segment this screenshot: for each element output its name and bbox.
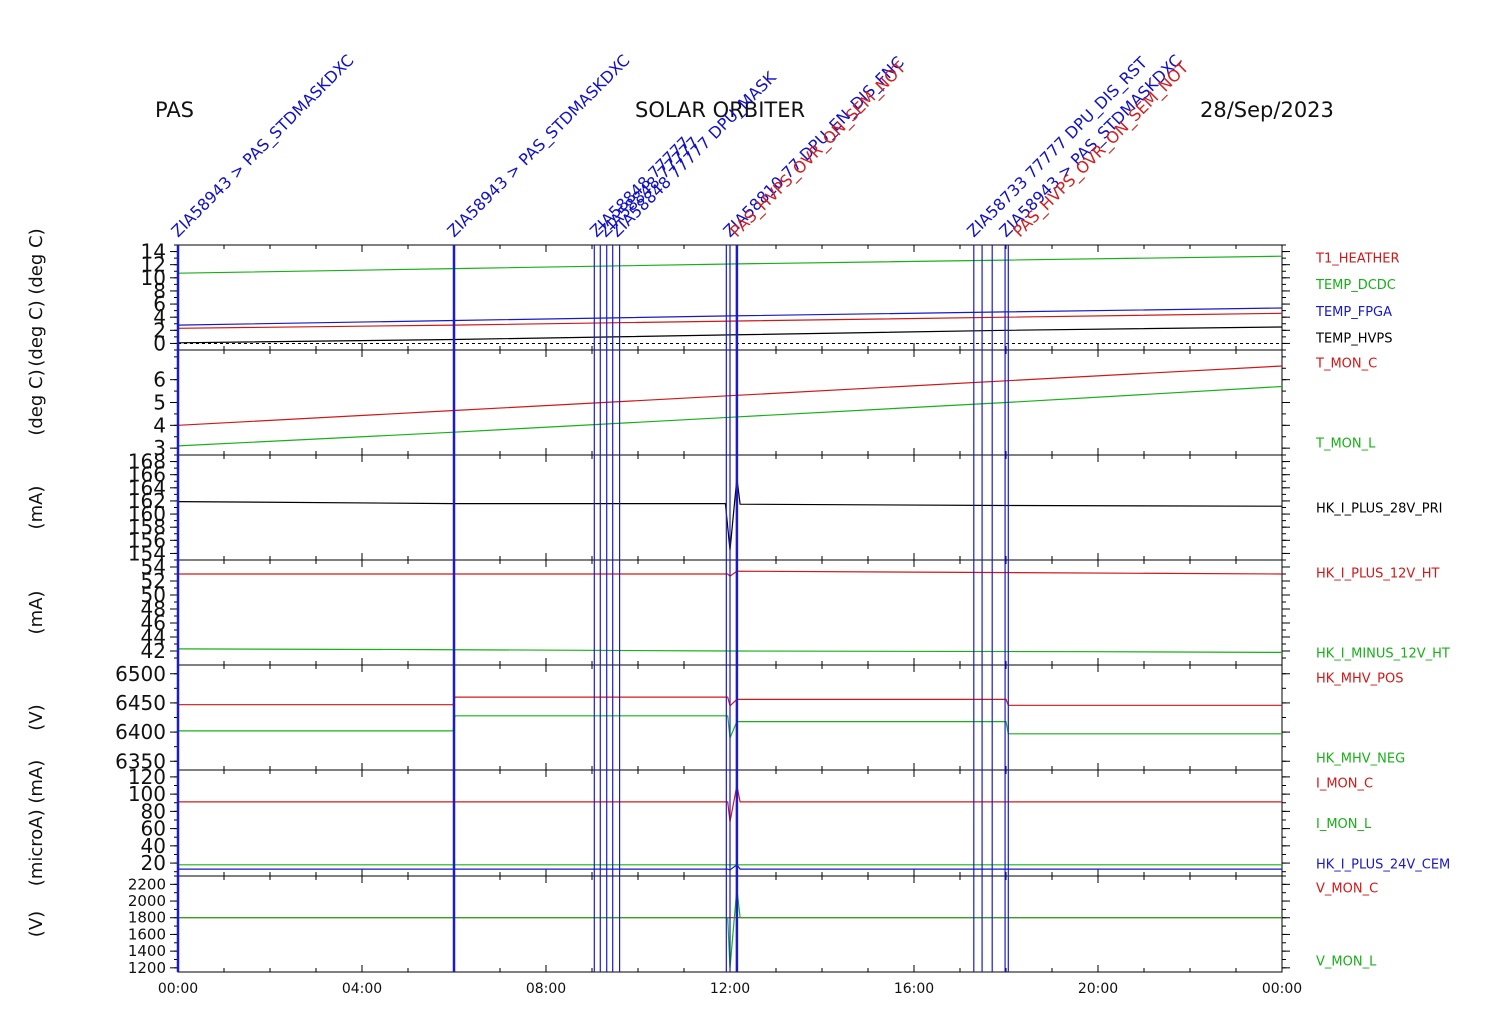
y-tick-label: 6 — [153, 368, 166, 392]
series-label-v-mon-c: V_MON_C — [1316, 882, 1378, 897]
header-instrument: PAS — [155, 98, 194, 122]
y-tick-label: 14 — [141, 240, 166, 264]
y-tick-label: 10 — [141, 266, 166, 290]
y-tick-label: 6400 — [115, 720, 166, 744]
series-label-t1-heather: T1_HEATHER — [1315, 252, 1400, 267]
y-tick-label: 156 — [128, 528, 166, 552]
series-label-temp-fpga: TEMP_FPGA — [1315, 305, 1392, 320]
y-axis-label: (V) — [26, 704, 47, 730]
command-markers — [176, 245, 1009, 972]
y-tick-label: 1200 — [128, 959, 166, 977]
y-axis-label: (V) — [26, 911, 47, 937]
y-tick-label: 8 — [153, 279, 166, 303]
x-tick-label: 08:00 — [526, 981, 566, 997]
y-tick-label: 120 — [128, 765, 166, 789]
y-tick-label: 162 — [128, 489, 166, 513]
series-label-t-mon-l: T_MON_L — [1315, 436, 1376, 451]
series-label-hk-i-plus-28v-pri: HK_I_PLUS_28V_PRI — [1316, 502, 1442, 517]
series-label-hk-i-plus-12v-ht: HK_I_PLUS_12V_HT — [1316, 567, 1440, 582]
y-tick-label: 6 — [153, 292, 166, 316]
series-label-temp-dcdc: TEMP_DCDC — [1315, 278, 1396, 293]
y-tick-label: 20 — [141, 851, 166, 875]
header-date: 28/Sep/2023 — [1200, 98, 1334, 122]
series-line-i-mon-c — [178, 785, 1282, 822]
x-tick-label: 00:00 — [1262, 981, 1302, 997]
y-tick-label: 4 — [153, 413, 166, 437]
x-tick-label: 00:00 — [158, 981, 198, 997]
y-tick-label: 4 — [153, 305, 166, 329]
y-tick-label: 154 — [128, 541, 166, 565]
time-axis: 00:00 04:00 08:00 12:00 16:00 20:00 00:00 — [158, 981, 1302, 997]
series-label-i-mon-l: I_MON_L — [1316, 817, 1372, 832]
y-tick-label: 166 — [128, 463, 166, 487]
y-tick-label: 164 — [128, 476, 166, 500]
series-label-hk-mhv-neg: HK_MHV_NEG — [1316, 751, 1405, 766]
x-tick-label: 12:00 — [710, 981, 750, 997]
y-axis-label: (mA) — [26, 486, 47, 530]
series-line-v-mon-l — [178, 888, 1282, 968]
y-tick-label: 168 — [128, 450, 166, 474]
y-axis-label: (microA) (mA) — [26, 760, 47, 886]
y-tick-label: 44 — [141, 625, 166, 649]
y-tick-label: 6450 — [115, 691, 166, 715]
y-tick-label: 60 — [141, 817, 166, 841]
y-axis-label: (mA) — [26, 591, 47, 635]
y-tick-label: 1800 — [128, 909, 166, 927]
y-tick-label: 12 — [141, 253, 166, 277]
series-label-hk-i-minus-12v-ht: HK_I_MINUS_12V_HT — [1316, 646, 1450, 661]
y-tick-label: 160 — [128, 502, 166, 526]
series-label-hk-i-plus-24v-cem: HK_I_PLUS_24V_CEM — [1316, 857, 1450, 872]
y-tick-label: 50 — [141, 583, 166, 607]
y-tick-label: 2 — [153, 318, 166, 342]
series-label-t-mon-c: T_MON_C — [1315, 357, 1377, 372]
y-tick-label: 2200 — [128, 875, 166, 893]
series-line-hk-i-plus-24v-cem — [178, 863, 1282, 871]
y-tick-label: 100 — [128, 782, 166, 806]
x-tick-label: 16:00 — [894, 981, 934, 997]
series-label-hk-mhv-pos: HK_MHV_POS — [1316, 672, 1404, 687]
y-tick-label: 0 — [153, 331, 166, 355]
header-mission: SOLAR ORBITER — [635, 98, 805, 122]
series-label-v-mon-l: V_MON_L — [1316, 954, 1377, 969]
y-axis-label: (deg C) (deg C) — [26, 228, 47, 366]
y-tick-label: 80 — [141, 799, 166, 823]
series-label-temp-hvps: TEMP_HVPS — [1315, 331, 1392, 346]
y-tick-label: 42 — [141, 639, 166, 663]
y-tick-label: 52 — [141, 569, 166, 593]
x-tick-label: 20:00 — [1078, 981, 1118, 997]
y-tick-label: 46 — [141, 611, 166, 635]
y-tick-label: 40 — [141, 834, 166, 858]
x-tick-label: 04:00 — [342, 981, 382, 997]
y-tick-label: 6500 — [115, 662, 166, 686]
y-tick-label: 158 — [128, 515, 166, 539]
y-tick-label: 6350 — [115, 749, 166, 773]
y-tick-label: 1400 — [128, 942, 166, 960]
y-tick-label: 3 — [153, 436, 166, 460]
series-line-hk-i-plus-28v-pri — [177, 477, 1283, 551]
y-tick-label: 48 — [141, 597, 166, 621]
y-axis-label: (deg C) — [26, 369, 47, 435]
series-label-i-mon-c: I_MON_C — [1316, 777, 1373, 792]
y-tick-label: 1600 — [128, 925, 166, 943]
y-tick-label: 2000 — [128, 892, 166, 910]
y-tick-label: 5 — [153, 391, 166, 415]
y-tick-label: 54 — [141, 555, 166, 579]
